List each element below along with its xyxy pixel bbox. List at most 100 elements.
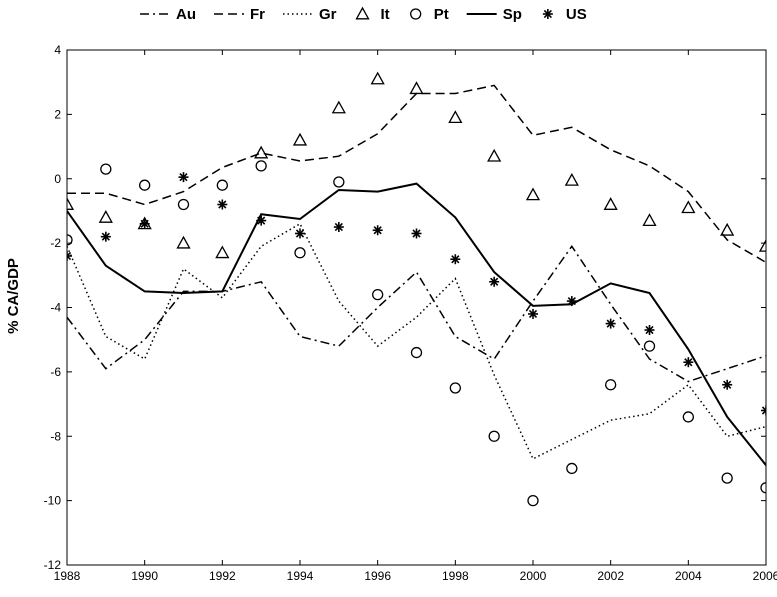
legend-marker-pt bbox=[410, 8, 422, 20]
legend-label-it: It bbox=[381, 6, 390, 23]
plot-area bbox=[66, 49, 767, 566]
x-tick-label: 2002 bbox=[597, 569, 624, 583]
data-point-us bbox=[761, 405, 766, 416]
data-point-pt bbox=[216, 179, 228, 191]
legend-item-gr: Gr bbox=[283, 6, 337, 23]
data-point-pt bbox=[67, 234, 73, 246]
data-point-us bbox=[139, 218, 150, 229]
legend-item-sp: Sp bbox=[466, 6, 522, 23]
data-point-us bbox=[411, 228, 422, 239]
x-tick-label: 2000 bbox=[520, 569, 547, 583]
data-point-it bbox=[254, 145, 269, 159]
legend-label-gr: Gr bbox=[319, 6, 337, 23]
x-tick-label: 1988 bbox=[54, 569, 81, 583]
data-point-pt bbox=[527, 494, 539, 507]
data-point-it bbox=[642, 213, 657, 227]
data-point-pt bbox=[372, 288, 384, 301]
series-line-sp bbox=[67, 182, 766, 466]
x-tick-label: 1998 bbox=[442, 569, 469, 583]
data-point-pt bbox=[139, 179, 151, 191]
data-point-it bbox=[409, 81, 424, 95]
data-point-it bbox=[292, 132, 308, 146]
data-point-us bbox=[683, 357, 694, 368]
data-point-it bbox=[525, 187, 541, 201]
y-axis: -12 -10 -8 -6 -4 -2 0 2 4 bbox=[44, 43, 766, 572]
data-point-us bbox=[450, 254, 461, 265]
data-point-it bbox=[681, 200, 696, 214]
legend-label-au: Au bbox=[176, 6, 196, 23]
legend-marker-us bbox=[542, 9, 553, 19]
data-point-us bbox=[489, 276, 500, 287]
data-point-us bbox=[217, 199, 228, 210]
y-tick-label: 4 bbox=[54, 43, 61, 57]
data-point-pt bbox=[760, 482, 766, 494]
data-point-us bbox=[333, 222, 344, 233]
legend-label-sp: Sp bbox=[503, 6, 522, 23]
series-line-au bbox=[67, 244, 766, 383]
y-tick-label: -2 bbox=[50, 236, 61, 250]
x-tick-label: 1992 bbox=[209, 569, 236, 583]
y-tick-label: -6 bbox=[50, 365, 61, 379]
data-point-it bbox=[564, 173, 579, 186]
series-sp bbox=[67, 182, 766, 466]
series-us bbox=[67, 172, 766, 416]
x-tick-label: 2006 bbox=[753, 569, 777, 583]
data-point-us bbox=[178, 172, 189, 183]
x-tick-label: 1990 bbox=[131, 569, 158, 583]
data-point-it bbox=[603, 197, 618, 210]
data-point-it bbox=[487, 148, 502, 162]
data-point-it bbox=[331, 100, 346, 114]
data-point-us bbox=[67, 251, 72, 261]
legend: Au Fr Gr It Pt Sp US bbox=[140, 6, 587, 23]
y-tick-label: 2 bbox=[54, 107, 61, 121]
data-point-pt bbox=[177, 198, 190, 211]
legend-marker-it bbox=[355, 6, 370, 20]
y-tick-label: -10 bbox=[44, 494, 62, 508]
data-point-pt bbox=[682, 411, 694, 423]
data-point-pt bbox=[721, 472, 733, 484]
data-point-it bbox=[370, 71, 385, 85]
x-tick-label: 2004 bbox=[675, 569, 702, 583]
series-line-gr bbox=[67, 222, 766, 460]
data-point-us bbox=[722, 379, 733, 390]
series-au bbox=[67, 244, 766, 383]
y-tick-label: -4 bbox=[50, 301, 61, 315]
data-point-us bbox=[644, 325, 655, 336]
data-point-us bbox=[605, 318, 616, 329]
data-point-pt bbox=[488, 430, 500, 442]
data-point-pt bbox=[605, 379, 617, 391]
data-point-pt bbox=[333, 176, 345, 188]
x-tick-label: 1996 bbox=[364, 569, 391, 583]
legend-item-it: It bbox=[355, 6, 390, 23]
data-point-pt bbox=[255, 160, 267, 172]
data-point-pt bbox=[566, 462, 578, 475]
legend-label-pt: Pt bbox=[434, 6, 449, 23]
data-point-it bbox=[215, 245, 230, 259]
series-gr bbox=[67, 222, 766, 460]
legend-label-us: US bbox=[566, 6, 587, 23]
data-point-pt bbox=[410, 346, 423, 359]
x-axis: 1988 1990 1992 1994 1996 1998 2000 2002 2004 2006 bbox=[54, 50, 777, 583]
legend-item-us: US bbox=[542, 6, 587, 23]
data-point-it bbox=[448, 110, 463, 124]
legend-item-au: Au bbox=[140, 6, 196, 23]
data-point-us bbox=[372, 225, 383, 236]
data-point-it bbox=[98, 210, 113, 223]
data-point-it bbox=[758, 239, 766, 252]
data-point-pt bbox=[643, 340, 656, 352]
series-pt bbox=[67, 160, 766, 507]
y-tick-label: -12 bbox=[44, 558, 62, 572]
data-point-it bbox=[720, 222, 735, 236]
data-point-us bbox=[528, 308, 538, 319]
data-point-us bbox=[566, 296, 577, 307]
data-point-pt bbox=[449, 382, 461, 394]
legend-item-fr: Fr bbox=[214, 6, 265, 23]
legend-label-fr: Fr bbox=[250, 6, 265, 23]
legend-item-pt: Pt bbox=[410, 6, 449, 23]
data-point-it bbox=[176, 235, 191, 249]
data-point-pt bbox=[294, 247, 306, 259]
plot-frame bbox=[66, 49, 767, 566]
data-point-us bbox=[256, 215, 267, 226]
